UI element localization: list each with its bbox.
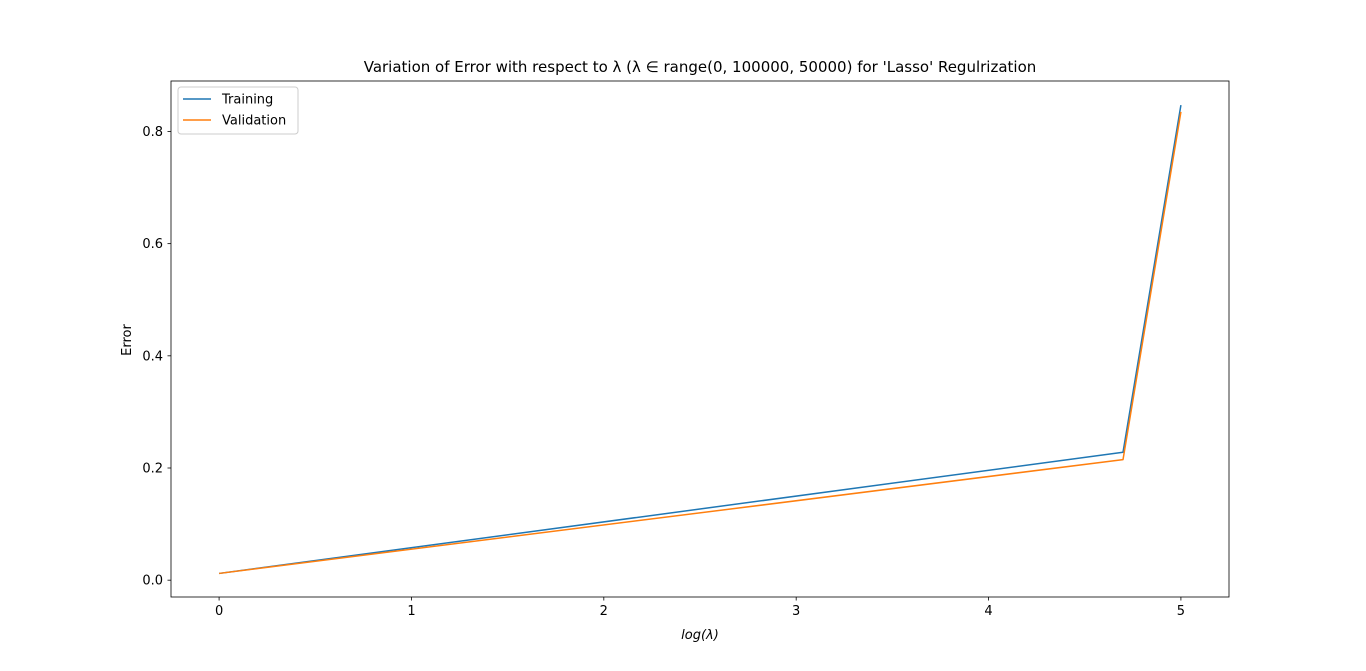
x-tick-label: 0 [215, 604, 223, 619]
y-tick-label: 0.4 [142, 349, 163, 364]
y-tick-label: 0.8 [142, 125, 163, 140]
x-axis-label: log(λ) [681, 628, 719, 643]
series-line-training [218, 104, 1182, 575]
plot-area [170, 80, 1230, 598]
x-tick-label: 4 [984, 604, 992, 619]
legend-label: Training [221, 93, 273, 108]
plot-frame [170, 80, 1230, 598]
x-tick-label: 3 [792, 604, 800, 619]
y-tick-label: 0.2 [142, 462, 163, 477]
chart-title: Variation of Error with respect to λ (λ … [364, 58, 1037, 76]
y-axis-label: Error [120, 324, 135, 356]
x-axis-ticks: 0 1 2 3 4 5 [215, 597, 1185, 619]
y-axis-ticks: 0.0 0.2 0.4 0.6 0.8 [142, 125, 171, 589]
series-line-validation [218, 111, 1182, 575]
legend-label: Validation [222, 114, 286, 129]
x-tick-label: 2 [600, 604, 608, 619]
x-tick-label: 1 [407, 604, 415, 619]
y-tick-label: 0.6 [142, 237, 163, 252]
x-tick-label: 5 [1177, 604, 1185, 619]
y-tick-label: 0.0 [142, 574, 163, 589]
legend: Training Validation [177, 86, 299, 135]
